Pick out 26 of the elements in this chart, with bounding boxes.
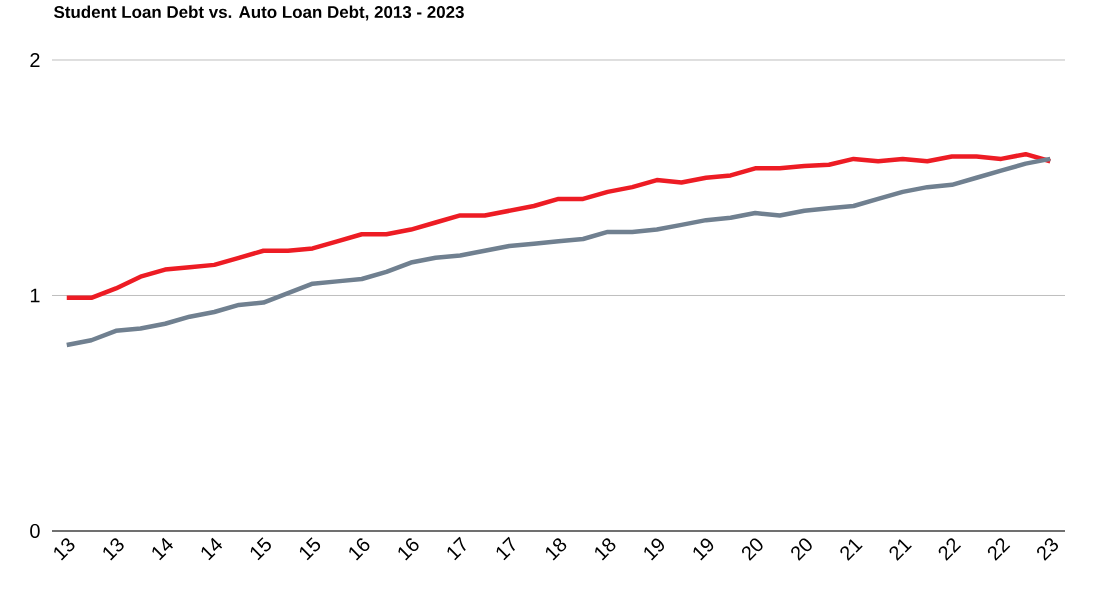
x-tick-label: 19 [644,538,664,561]
x-tick-label: 14 [152,537,174,561]
x-tick-label: 19 [693,538,714,561]
line-series [64,156,1053,348]
x-tick-label: 22 [938,538,962,561]
x-tick-label: 21 [889,539,912,561]
x-tick-label: 15 [299,537,321,561]
x-tick-label: 20 [791,538,812,561]
y-tick-label: 2 [30,53,40,67]
x-tick-label: 20 [741,538,763,561]
x-tick-label: 14 [201,537,223,561]
x-tick-label: 13 [103,538,124,561]
x-tick-label: 16 [349,538,370,561]
x-tick-label: 23 [1037,538,1059,561]
x-tick-label: 21 [840,539,863,561]
x-tick-label: 22 [987,538,1011,561]
y-tick-label: 0 [30,523,40,539]
x-tick-label: 13 [54,538,75,561]
x-tick-label: 18 [595,538,616,561]
x-tick-label: 15 [250,537,271,561]
chart-title: Student Loan Debt vs. Auto Loan Debt, 2013 - 2023 [54,5,464,21]
x-tick-label: 18 [545,538,567,561]
x-tick-label: 17 [447,536,466,561]
x-tick-label: 17 [496,536,515,561]
y-tick-label: 1 [30,288,40,303]
x-tick-label: 16 [398,538,419,561]
